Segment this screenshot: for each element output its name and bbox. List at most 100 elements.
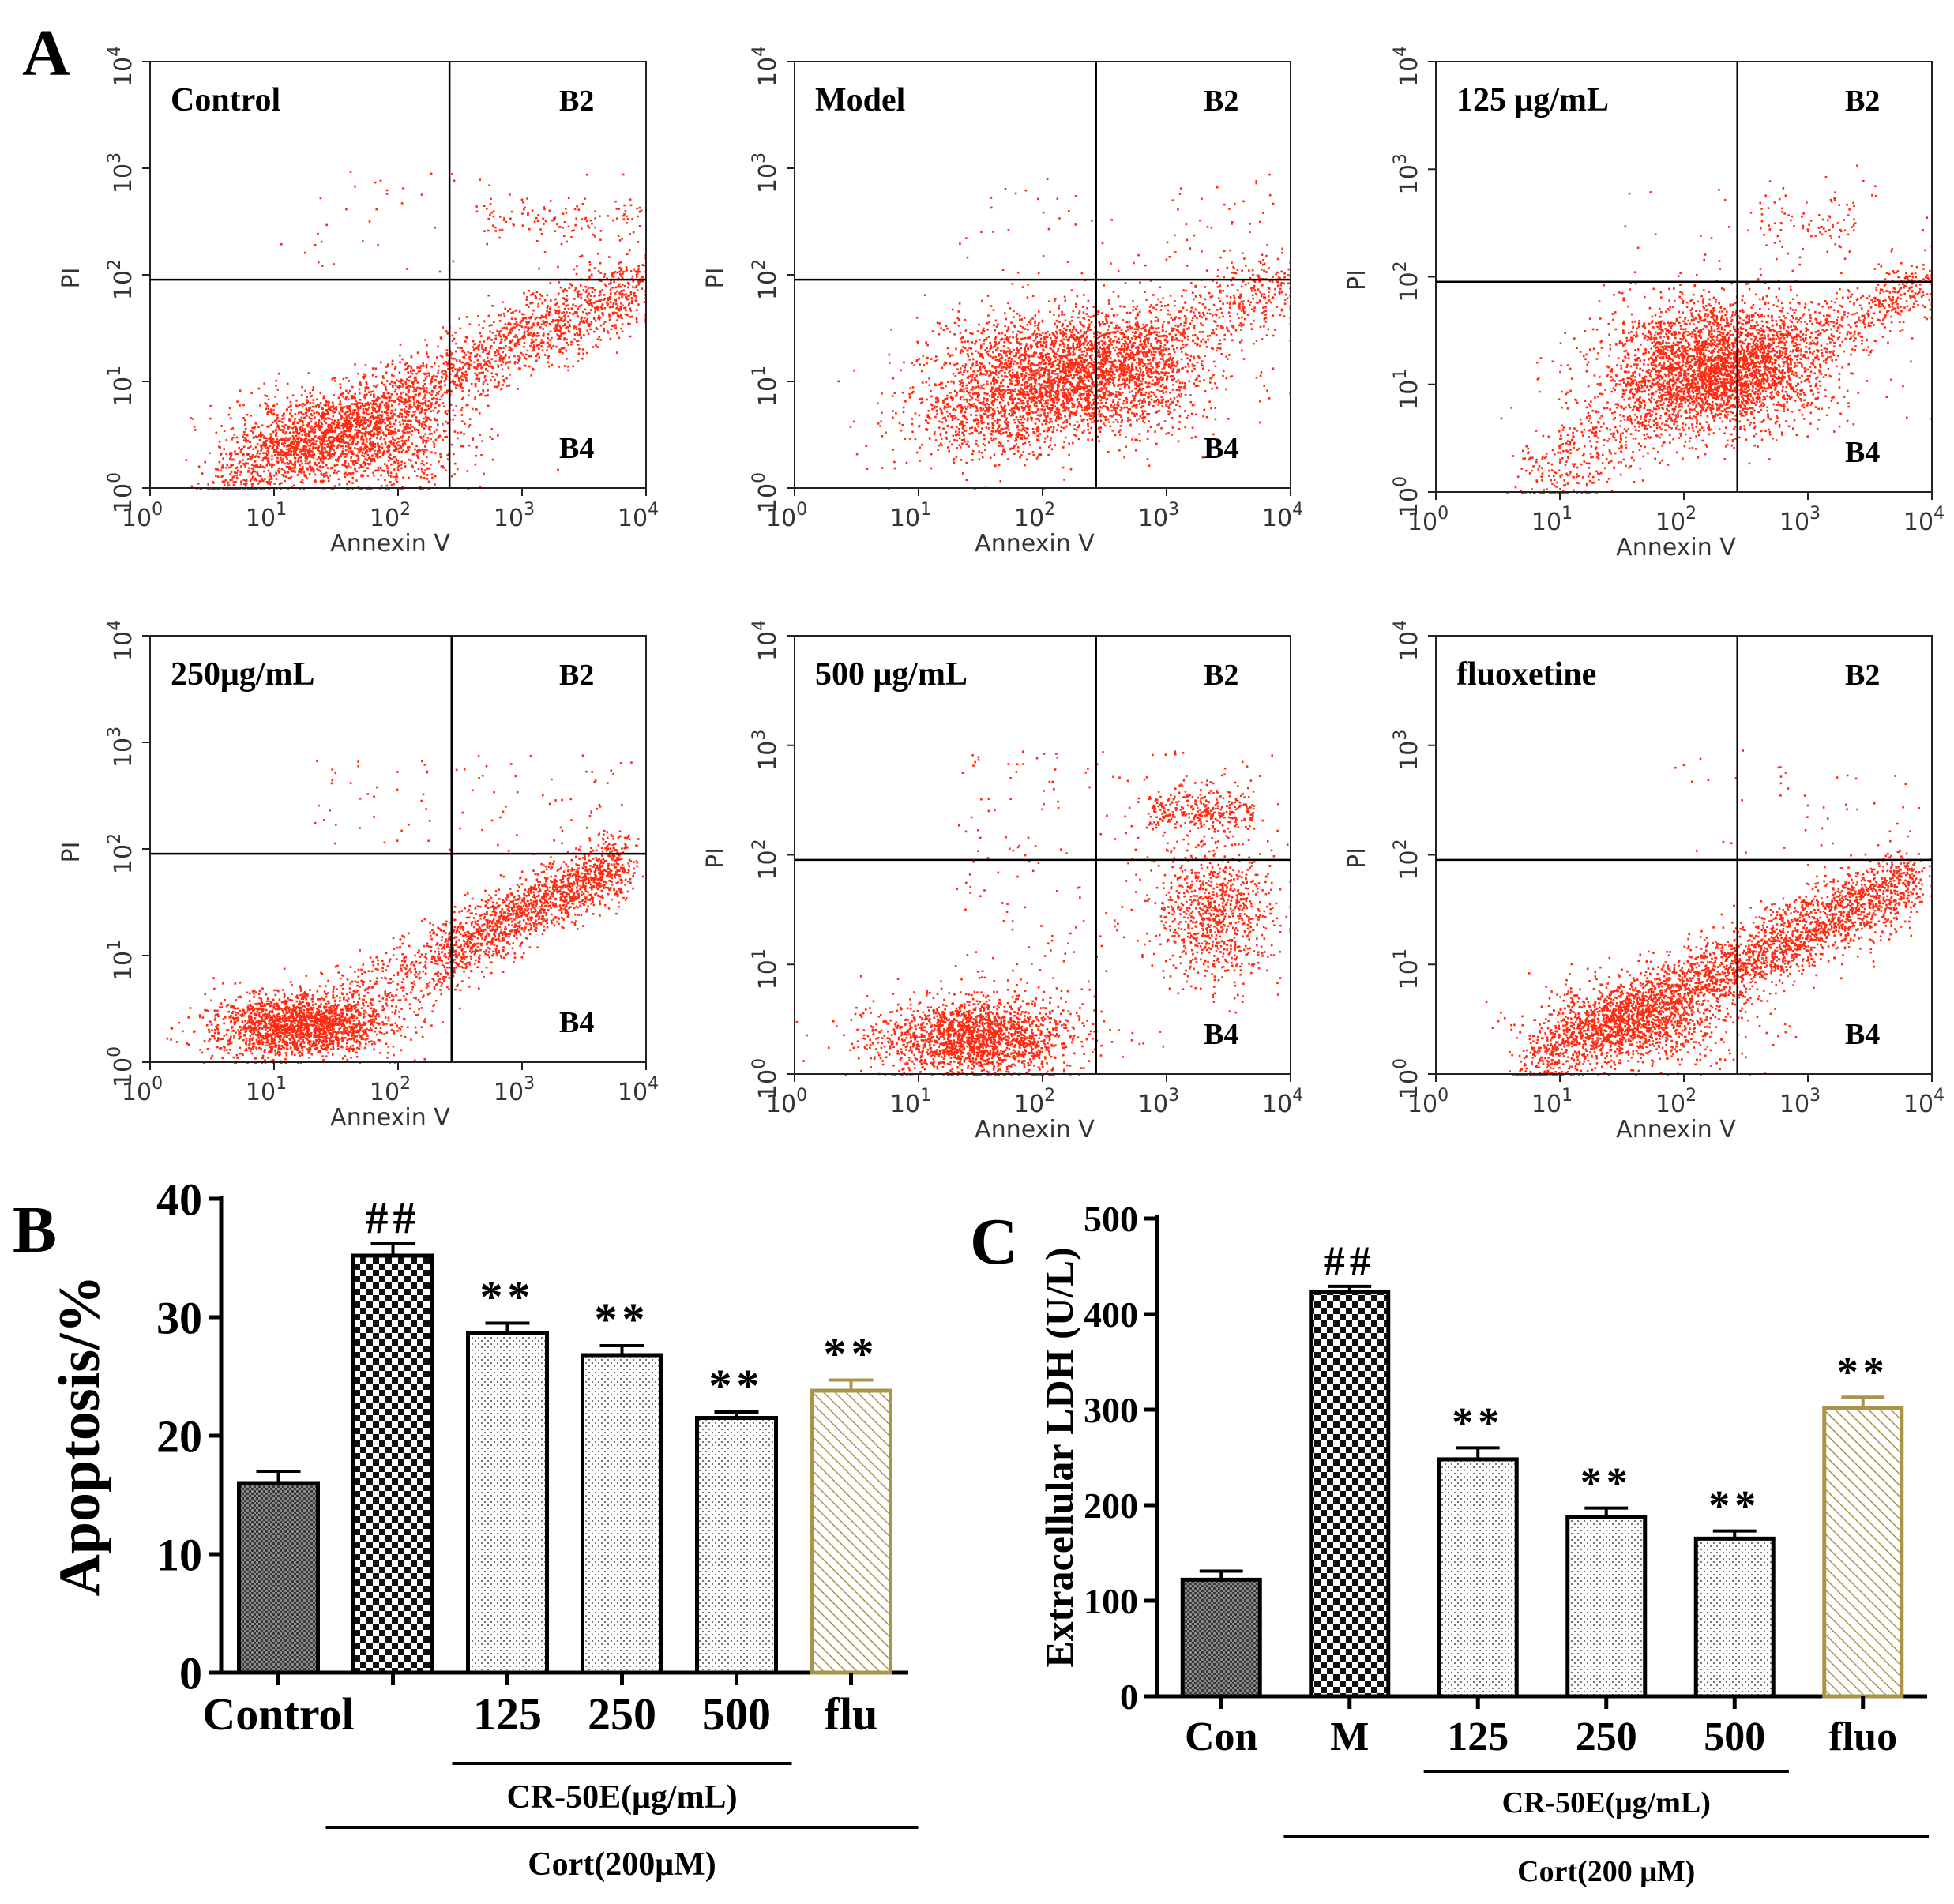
flow-dot <box>321 461 325 464</box>
flow-dot <box>418 423 421 426</box>
flow-dot <box>969 374 972 377</box>
flow-dot <box>915 317 919 319</box>
flow-dot <box>638 280 641 284</box>
flow-dot <box>433 430 436 434</box>
flow-dot <box>225 439 228 441</box>
flow-dot <box>363 419 366 422</box>
flow-dot <box>435 375 438 378</box>
flow-dot <box>450 443 453 446</box>
flow-dot <box>624 284 626 287</box>
flow-dot <box>254 446 257 449</box>
flow-dot <box>397 444 400 447</box>
flow-dot <box>325 450 328 453</box>
flow-dot <box>319 426 321 429</box>
flow-dot <box>975 414 978 417</box>
flow-dot <box>307 372 310 374</box>
flow-dot <box>1004 325 1006 327</box>
flow-dot <box>1057 392 1060 395</box>
flow-dot <box>540 233 543 235</box>
flow-dot <box>428 374 430 377</box>
flow-dot <box>232 481 235 483</box>
flow-dot <box>412 411 415 413</box>
flow-dot <box>622 218 626 220</box>
flow-dot <box>359 392 361 395</box>
flow-dot <box>311 453 314 456</box>
flow-dot <box>580 336 583 339</box>
flow-dot <box>577 340 580 342</box>
flow-dot <box>323 432 326 434</box>
flow-dot <box>393 456 395 459</box>
flow-dot <box>446 422 449 425</box>
flow-dot <box>393 441 395 445</box>
flow-dot <box>389 453 392 456</box>
flow-dot <box>391 362 394 366</box>
flow-dot <box>461 349 464 352</box>
flow-dot <box>321 412 323 415</box>
flow-dot <box>318 455 320 458</box>
flow-dot <box>1157 335 1159 337</box>
flow-dot <box>414 448 416 451</box>
flow-dot <box>340 418 342 421</box>
flow-dot <box>323 434 326 438</box>
flow-dot <box>362 408 365 411</box>
flow-dot <box>235 471 238 475</box>
flow-dot <box>399 344 402 346</box>
flow-dot <box>352 438 355 440</box>
flow-dot <box>1025 427 1028 430</box>
flow-dot <box>321 422 324 426</box>
flow-dot <box>504 307 506 310</box>
flow-dot <box>540 345 543 347</box>
flow-dot <box>426 375 428 378</box>
flow-dot <box>1184 366 1187 368</box>
flow-dot <box>268 425 270 427</box>
flow-dot <box>265 464 269 467</box>
flow-dot <box>618 308 620 310</box>
flow-dot <box>1055 368 1058 370</box>
flow-dot <box>362 475 365 477</box>
flow-dot <box>443 380 446 382</box>
flow-dot <box>1174 324 1177 327</box>
flow-dot <box>643 264 646 267</box>
flow-dot <box>357 455 359 457</box>
flow-dot <box>452 366 455 369</box>
flow-dot <box>507 361 510 364</box>
flow-dot <box>1057 423 1059 426</box>
tick-exponent: 1 <box>276 500 287 520</box>
flow-dot <box>618 285 621 288</box>
flow-dot <box>291 470 293 473</box>
flow-dot <box>566 295 568 297</box>
flow-dot <box>322 411 325 414</box>
flow-dot <box>424 377 427 380</box>
flow-dot <box>260 475 262 478</box>
flow-dot <box>1084 375 1087 377</box>
flow-dot <box>407 438 410 441</box>
flow-dot <box>371 415 374 418</box>
flow-dot <box>500 388 502 391</box>
quadrant-label-b2: B2 <box>559 84 594 118</box>
flow-dot <box>376 450 379 453</box>
flow-dot <box>1019 331 1021 334</box>
flow-dot <box>316 464 318 467</box>
flow-dot <box>370 442 374 445</box>
flow-dot <box>1096 419 1099 422</box>
flow-dot <box>544 324 547 327</box>
flow-dot <box>556 310 558 313</box>
flow-dot <box>632 231 635 234</box>
flow-dot <box>329 430 333 433</box>
flow-dot <box>310 466 314 469</box>
flow-dot <box>378 431 381 434</box>
flow-dot <box>514 317 517 321</box>
flow-dot <box>240 465 242 468</box>
flow-dot <box>635 298 637 301</box>
flow-dot <box>504 336 506 338</box>
flow-dot <box>439 336 442 339</box>
flow-dot <box>522 201 524 204</box>
flow-dot <box>576 332 578 335</box>
flow-dot <box>1119 409 1122 412</box>
flow-dot <box>379 414 381 416</box>
flow-dot <box>531 302 534 304</box>
flow-dot <box>1103 375 1107 377</box>
flow-dot <box>1140 361 1143 364</box>
flow-dot <box>263 435 265 438</box>
flow-dot <box>372 418 375 421</box>
